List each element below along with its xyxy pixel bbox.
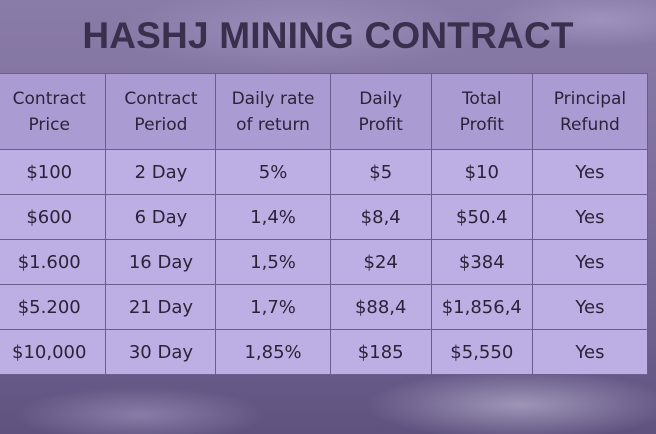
contract-table: Contract Price Contract Period Daily rate o… bbox=[0, 73, 649, 375]
cell-total-profit: $1,856,4 bbox=[430, 284, 533, 330]
cell-daily-rate: 1,85% bbox=[215, 329, 331, 375]
cell-daily-profit: $185 bbox=[329, 329, 432, 375]
cell-daily-profit: $24 bbox=[329, 239, 432, 285]
cell-contract-price: $10,000 bbox=[0, 329, 107, 375]
table-row: $600 6 Day 1,4% $8,4 $50.4 Yes bbox=[0, 194, 649, 240]
column-header-contract-period: Contract Period bbox=[105, 73, 217, 150]
cell-principal-refund: Yes bbox=[531, 239, 649, 285]
cell-principal-refund: Yes bbox=[531, 194, 649, 240]
table-row: $10,000 30 Day 1,85% $185 $5,550 Yes bbox=[0, 329, 649, 375]
column-header-daily-rate: Daily rate of return bbox=[215, 73, 331, 150]
cell-contract-price: $100 bbox=[0, 149, 107, 195]
column-header-total-profit: Total Profit bbox=[430, 73, 533, 150]
cell-contract-period: 30 Day bbox=[105, 329, 217, 375]
cell-daily-rate: 1,7% bbox=[215, 284, 331, 330]
table-row: $1.600 16 Day 1,5% $24 $384 Yes bbox=[0, 239, 649, 285]
cell-total-profit: $50.4 bbox=[430, 194, 533, 240]
cell-principal-refund: Yes bbox=[531, 329, 649, 375]
cell-total-profit: $5,550 bbox=[430, 329, 533, 375]
cell-contract-period: 2 Day bbox=[105, 149, 217, 195]
cell-total-profit: $10 bbox=[430, 149, 533, 195]
cell-daily-profit: $5 bbox=[329, 149, 432, 195]
cell-daily-rate: 5% bbox=[215, 149, 331, 195]
column-header-daily-profit: Daily Profit bbox=[329, 73, 432, 150]
cell-total-profit: $384 bbox=[430, 239, 533, 285]
cell-daily-rate: 1,5% bbox=[215, 239, 331, 285]
cell-contract-price: $1.600 bbox=[0, 239, 107, 285]
column-header-principal-refund: Principal Refund bbox=[531, 73, 649, 150]
cell-contract-price: $600 bbox=[0, 194, 107, 240]
cell-daily-profit: $8,4 bbox=[329, 194, 432, 240]
column-header-contract-price: Contract Price bbox=[0, 73, 107, 150]
page-title: HASHJ MINING CONTRACT bbox=[82, 15, 574, 56]
cell-principal-refund: Yes bbox=[531, 284, 649, 330]
cell-contract-price: $5.200 bbox=[0, 284, 107, 330]
table-row: $5.200 21 Day 1,7% $88,4 $1,856,4 Yes bbox=[0, 284, 649, 330]
table-row: $100 2 Day 5% $5 $10 Yes bbox=[0, 149, 649, 195]
cell-contract-period: 21 Day bbox=[105, 284, 217, 330]
cell-contract-period: 6 Day bbox=[105, 194, 217, 240]
cell-contract-period: 16 Day bbox=[105, 239, 217, 285]
cell-daily-rate: 1,4% bbox=[215, 194, 331, 240]
cell-daily-profit: $88,4 bbox=[329, 284, 432, 330]
table-header-row: Contract Price Contract Period Daily rate o… bbox=[0, 73, 649, 150]
cell-principal-refund: Yes bbox=[531, 149, 649, 195]
